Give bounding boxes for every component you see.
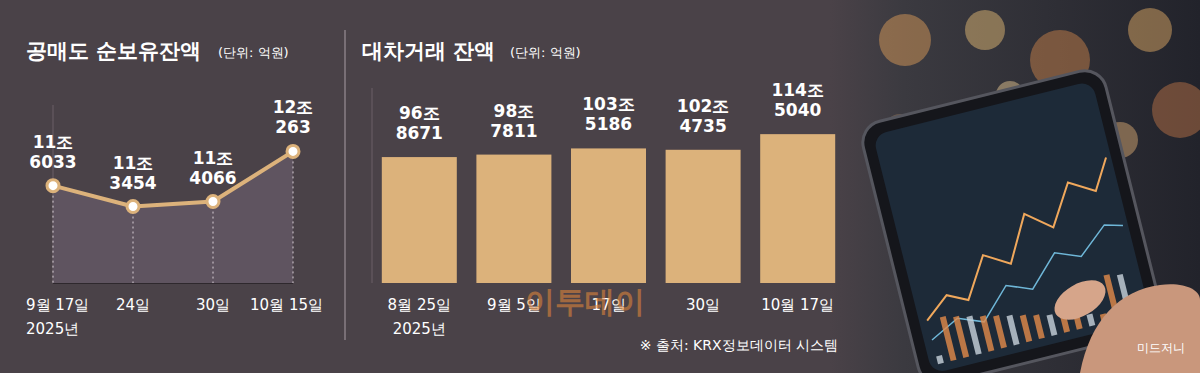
x-tick-label: 30일 bbox=[686, 296, 720, 314]
plot-area bbox=[47, 145, 299, 283]
marker bbox=[127, 201, 139, 213]
data-label: 103조5186 bbox=[582, 94, 635, 134]
thumb bbox=[1048, 272, 1112, 328]
phone-bar bbox=[966, 316, 981, 355]
divider bbox=[344, 30, 346, 340]
bokeh bbox=[965, 10, 1005, 50]
line-chart: 공매도 순보유잔액 (단위: 억원) 11조6033 11조3454 11조4066 12… bbox=[26, 39, 323, 338]
phone-bar bbox=[1006, 315, 1019, 346]
data-label: 96조8671 bbox=[396, 103, 443, 143]
plot-area bbox=[382, 134, 835, 283]
bokeh bbox=[1128, 8, 1172, 52]
bar bbox=[571, 148, 646, 283]
credit: 미드저니 bbox=[1137, 341, 1185, 355]
x-tick-label: 9월 17일2025년 bbox=[26, 296, 89, 338]
phone-bar bbox=[993, 315, 1007, 348]
bar bbox=[760, 134, 835, 283]
phone-bar bbox=[980, 315, 995, 351]
title: 대차거래 잔액 bbox=[362, 39, 495, 63]
x-tick-label: 8월 25일2025년 bbox=[388, 296, 451, 338]
data-label: 12조263 bbox=[273, 97, 314, 137]
phone-bar bbox=[1020, 315, 1032, 343]
photo-bg bbox=[830, 0, 1200, 373]
drop-line bbox=[133, 207, 134, 283]
canvas: 공매도 순보유잔액 (단위: 억원) 11조6033 11조3454 11조4066 12… bbox=[0, 0, 1200, 373]
source: ※ 출처: KRX정보데이터 시스템 bbox=[640, 337, 838, 353]
data-label: 98조7811 bbox=[490, 101, 537, 141]
x-tick-label: 10월 17일 bbox=[761, 296, 834, 314]
data-label: 102조4735 bbox=[677, 96, 730, 136]
phone-bar bbox=[1033, 314, 1045, 339]
photo bbox=[830, 0, 1200, 373]
bar bbox=[666, 150, 741, 283]
x-tick-label: 30일 bbox=[196, 296, 230, 314]
phone-bar bbox=[1047, 314, 1058, 336]
bar bbox=[382, 157, 457, 283]
drop-line bbox=[53, 186, 54, 283]
subtitle: (단위: 억원) bbox=[218, 45, 289, 60]
subtitle: (단위: 억원) bbox=[510, 45, 581, 60]
bar bbox=[476, 155, 551, 283]
background bbox=[0, 0, 1200, 373]
bar-chart: 대차거래 잔액 (단위: 억원) 96조8671 98조7811 103조5186 102… bbox=[362, 39, 835, 338]
y-axis-line bbox=[372, 88, 373, 283]
x-tick-label: 10월 15일 bbox=[250, 296, 323, 314]
marker bbox=[287, 145, 299, 157]
data-label: 11조4066 bbox=[189, 148, 236, 188]
drop-line bbox=[293, 151, 294, 283]
phone-bar bbox=[1087, 313, 1096, 326]
phone-bar bbox=[936, 355, 944, 364]
bokeh bbox=[879, 14, 931, 66]
data-label: 11조6033 bbox=[29, 132, 76, 172]
x-tick-label: 24일 bbox=[116, 296, 150, 314]
marker bbox=[47, 180, 59, 192]
drop-line bbox=[213, 202, 214, 283]
data-label: 11조3454 bbox=[109, 153, 156, 193]
title: 공매도 순보유잔액 bbox=[26, 39, 201, 63]
line bbox=[53, 151, 293, 206]
bokeh bbox=[1152, 82, 1200, 138]
area bbox=[53, 151, 293, 283]
data-label: 114조5040 bbox=[771, 80, 824, 120]
phone-bar bbox=[953, 316, 969, 358]
marker bbox=[207, 196, 219, 208]
watermark: 이투데이 bbox=[525, 284, 645, 319]
phone-bar bbox=[940, 316, 957, 361]
